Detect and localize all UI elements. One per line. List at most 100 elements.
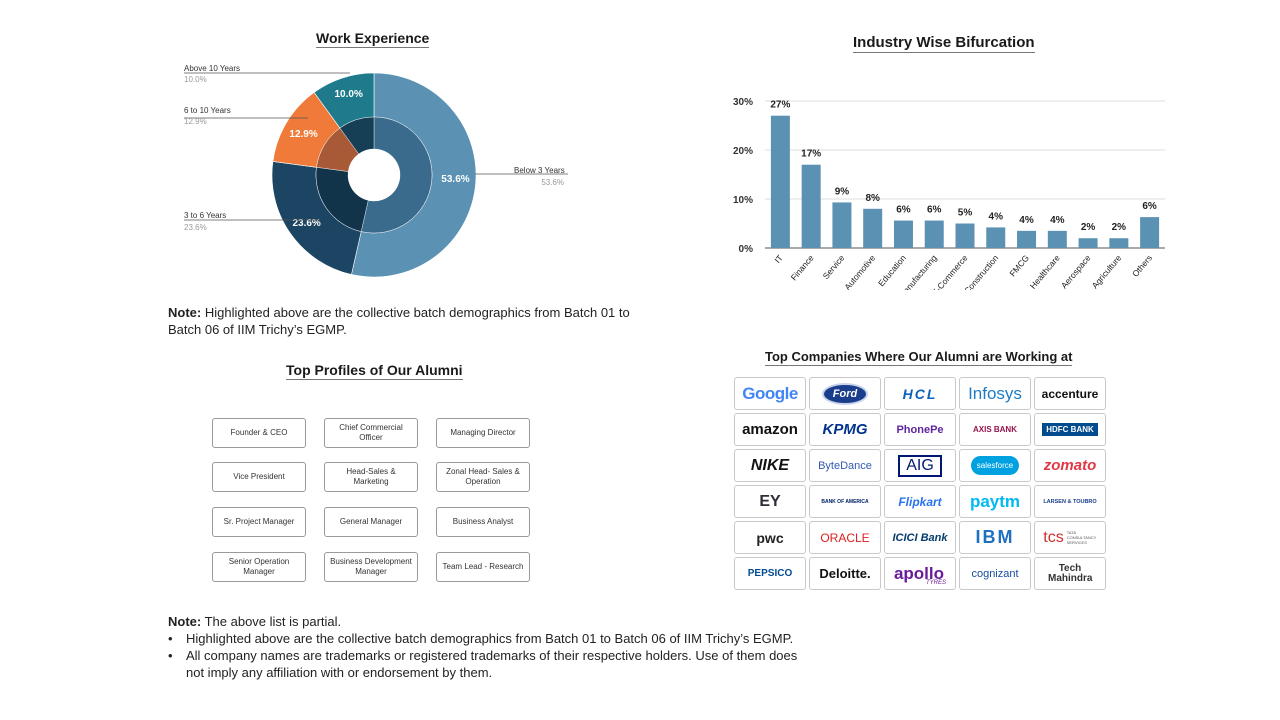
company-logo-grid: Google Ford HCL Infosys accenture amazon KPMG P… [734, 377, 1106, 590]
profile-general-manager: General Manager [324, 507, 418, 537]
company-logo-paytm: paytm [959, 485, 1031, 518]
bullet-demographics: Highlighted above are the collective bat… [168, 630, 808, 647]
data-label-service: 9% [835, 186, 850, 197]
donut-hole [348, 149, 400, 201]
bar-agriculture [1109, 238, 1129, 248]
company-logo-ibm: IBM [959, 521, 1031, 554]
profile-team-lead-research: Team Lead - Research [436, 552, 530, 582]
work-experience-donut-chart: 53.6% 23.6% 12.9% 10.0% Below 3 Years 53.6% 3 … [184, 64, 568, 278]
company-name-salesforce: salesforce [970, 456, 1020, 475]
company-name-cognizant: cognizant [971, 567, 1019, 580]
company-logo-hdfc-bank: HDFC BANK [1034, 413, 1106, 446]
company-logo-amazon: amazon [734, 413, 806, 446]
profile-managing-director: Managing Director [436, 418, 530, 448]
company-name-accenture: accenture [1041, 386, 1099, 401]
data-label-automotive: 8% [865, 193, 880, 204]
profile-senior-operation-manager: Senior Operation Manager [212, 552, 306, 582]
company-name-ibm: IBM [975, 527, 1015, 547]
x-tick-healthcare: Healthcare [1028, 253, 1062, 290]
company-name-hcl: HCL [902, 385, 938, 402]
data-label-aerospace: 2% [1081, 222, 1096, 233]
data-label-healthcare: 4% [1050, 215, 1065, 226]
company-logo-apollo: apollo TYRES [884, 557, 956, 590]
company-logo-flipkart: Flipkart [884, 485, 956, 518]
industry-bar-chart: 0% 10% 20% 30% 27% IT 17% Finance 9% Service 8% Aut… [733, 97, 1165, 290]
legend-value-below-3-years: 53.6% [541, 178, 564, 187]
profile-zonal-head-sales-operation: Zonal Head- Sales & Operation [436, 462, 530, 492]
company-name-pwc: pwc [756, 529, 784, 546]
company-name-zomato: zomato [1043, 457, 1097, 474]
profile-head-sales-marketing: Head-Sales & Marketing [324, 462, 418, 492]
work-experience-title: Work Experience [316, 30, 430, 48]
data-label-finance: 17% [801, 149, 821, 160]
note2-label: Note: [168, 614, 202, 629]
bar-e-commerce [955, 223, 975, 248]
company-name-kpmg: KPMG [822, 421, 868, 438]
profile-founder-ceo: Founder & CEO [212, 418, 306, 448]
company-name-paytm: paytm [969, 491, 1021, 511]
company-logo-ford: Ford [809, 377, 881, 410]
bar-finance [801, 164, 821, 248]
company-name-hdfc-bank: HDFC BANK [1042, 423, 1098, 436]
bar-healthcare [1047, 230, 1067, 248]
legend-value-6-to-10-years: 12.9% [184, 117, 207, 126]
company-logo-kpmg: KPMG [809, 413, 881, 446]
company-name-google: Google [742, 383, 798, 403]
profile-sr-project-manager: Sr. Project Manager [212, 507, 306, 537]
donut-label-below-3-years: 53.6% [441, 174, 469, 185]
company-name-larsen-toubro: LARSEN & TOUBRO [1043, 498, 1097, 505]
note-line-1: Highlighted above are the collective bat… [201, 305, 630, 320]
company-logo-nike: NIKE [734, 449, 806, 482]
y-tick-0: 0% [739, 244, 754, 255]
company-logo-pwc: pwc [734, 521, 806, 554]
company-name-flipkart: Flipkart [898, 494, 942, 509]
bar-education [893, 220, 913, 248]
bar-aerospace [1078, 238, 1098, 248]
company-logo-zomato: zomato [1034, 449, 1106, 482]
bar-it [770, 115, 790, 248]
company-logo-aig: AIG [884, 449, 956, 482]
company-name-nike: NIKE [750, 456, 790, 474]
note2-text: The above list is partial. [201, 614, 342, 629]
bullet-trademarks: All company names are trademarks or regi… [168, 647, 808, 681]
company-name-aig: AIG [898, 454, 942, 477]
company-name-apollo: apollo [893, 563, 945, 583]
y-tick-20: 20% [733, 146, 753, 157]
donut-label-3-to-6-years: 23.6% [292, 218, 320, 229]
x-tick-fmcg: FMCG [1007, 253, 1031, 279]
x-tick-finance: Finance [789, 253, 816, 283]
bar-others [1140, 217, 1160, 248]
apollo-tyres-subtitle: TYRES [926, 579, 947, 586]
data-label-education: 6% [896, 205, 911, 216]
company-name-amazon: amazon [742, 421, 798, 438]
note-partial-list: Note: The above list is partial. Highlig… [168, 613, 808, 681]
company-name-tech-mahindra: Tech Mahindra [1048, 562, 1093, 584]
x-tick-automotive: Automotive [842, 253, 877, 290]
profile-business-analyst: Business Analyst [436, 507, 530, 537]
tcs-subtitle: TATA CONSULTANCY SERVICES [1066, 530, 1097, 545]
y-tick-10: 10% [733, 195, 753, 206]
company-logo-oracle: ORACLE [809, 521, 881, 554]
company-logo-icici-bank: ICICI Bank [884, 521, 956, 554]
bar-service [832, 202, 852, 248]
x-tick-others: Others [1130, 253, 1154, 279]
company-name-bytedance: ByteDance [818, 459, 872, 472]
company-name-ey: EY [759, 492, 781, 510]
industry-title: Industry Wise Bifurcation [853, 34, 1035, 53]
profile-business-development-manager: Business Development Manager [324, 552, 418, 582]
company-name-oracle: ORACLE [820, 530, 870, 545]
x-tick-education: Education [876, 253, 908, 289]
profile-chief-commercial-officer: Chief Commercial Officer [324, 418, 418, 448]
data-label-construction: 4% [989, 211, 1004, 222]
data-label-agriculture: 2% [1112, 222, 1127, 233]
company-name-icici-bank: ICICI Bank [892, 531, 948, 544]
x-tick-aerospace: Aerospace [1059, 253, 1093, 290]
x-tick-it: IT [772, 253, 785, 265]
data-label-e-commerce: 5% [958, 208, 973, 219]
data-label-manufacturing: 6% [927, 205, 942, 216]
company-name-bank-of-america: BANK OF AMERICA [821, 498, 869, 505]
legend-label-below-3-years: Below 3 Years [514, 166, 565, 175]
profiles-title: Top Profiles of Our Alumni [286, 362, 463, 380]
company-name-phonepe: PhonePe [896, 423, 944, 436]
company-logo-infosys: Infosys [959, 377, 1031, 410]
